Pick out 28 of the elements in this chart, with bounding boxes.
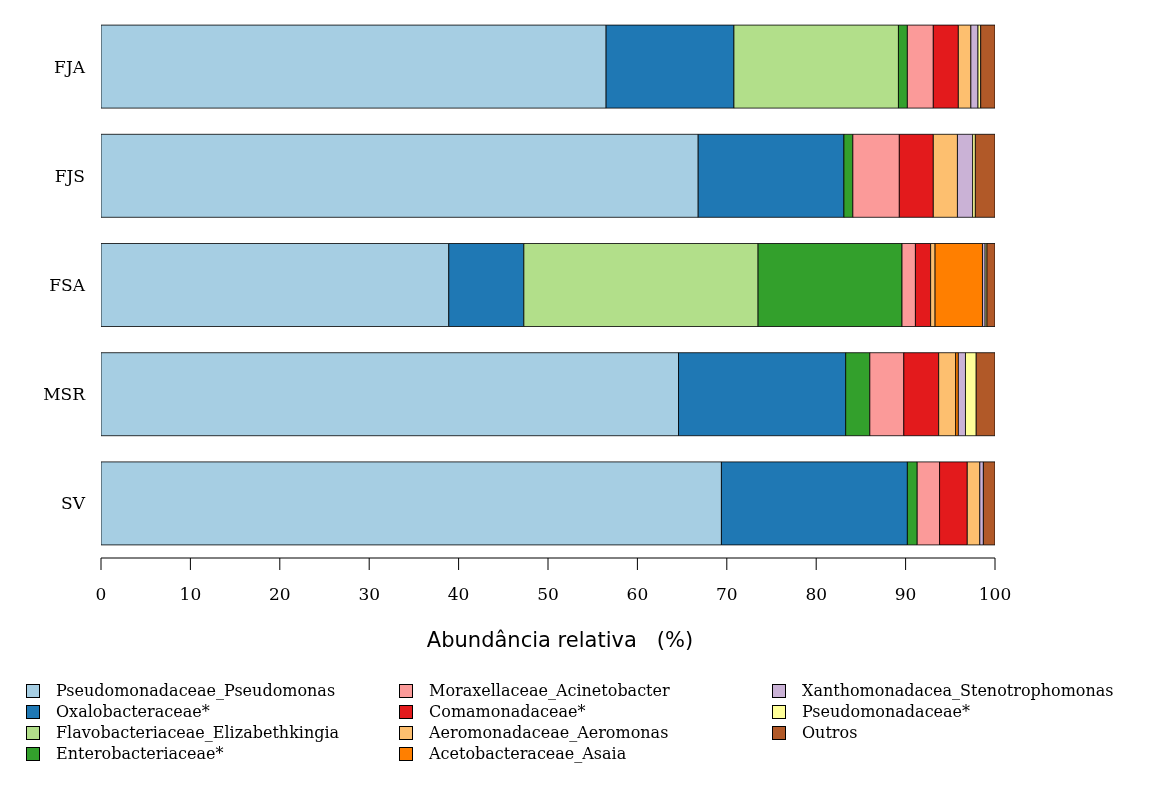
x-tick-label: 80	[805, 584, 828, 605]
legend-label: Oxalobacteraceae*	[56, 702, 210, 721]
legend-label: Acetobacteraceae_Asaia	[429, 744, 627, 763]
x-tick-label: 100	[978, 584, 1012, 605]
legend-label: Moraxellaceae_Acinetobacter	[429, 681, 670, 700]
legend-label: Outros	[802, 723, 858, 742]
x-tick-label: 10	[179, 584, 202, 605]
legend-label: Flavobacteriaceae_Elizabethkingia	[56, 723, 340, 742]
x-tick-label: 70	[715, 584, 738, 605]
y-tick-label: MSR	[43, 384, 87, 405]
y-tick-label: FJA	[54, 56, 86, 77]
x-tick-label: 60	[626, 584, 649, 605]
legend-label: Aeromonadaceae_Aeromonas	[429, 723, 669, 742]
legend-label: Xanthomonadacea_Stenotrophomonas	[802, 681, 1114, 700]
legend-label: Enterobacteriaceae*	[56, 744, 224, 763]
y-tick-label: FSA	[49, 275, 86, 296]
x-tick-label: 40	[447, 584, 470, 605]
y-tick-label: FJS	[54, 165, 85, 186]
x-tick-label: 30	[358, 584, 381, 605]
x-tick-label: 90	[894, 584, 917, 605]
x-tick-label: 20	[268, 584, 291, 605]
y-tick-label: SV	[61, 493, 86, 514]
x-tick-label: 0	[95, 584, 107, 605]
x-axis-title: Abundância relativa (%)	[425, 628, 695, 652]
legend-label: Pseudomonadaceae_Pseudomonas	[56, 681, 336, 700]
legend-label: Comamonadaceae*	[429, 702, 586, 721]
legend-label: Pseudomonadaceae*	[802, 702, 971, 721]
x-tick-label: 50	[537, 584, 559, 605]
